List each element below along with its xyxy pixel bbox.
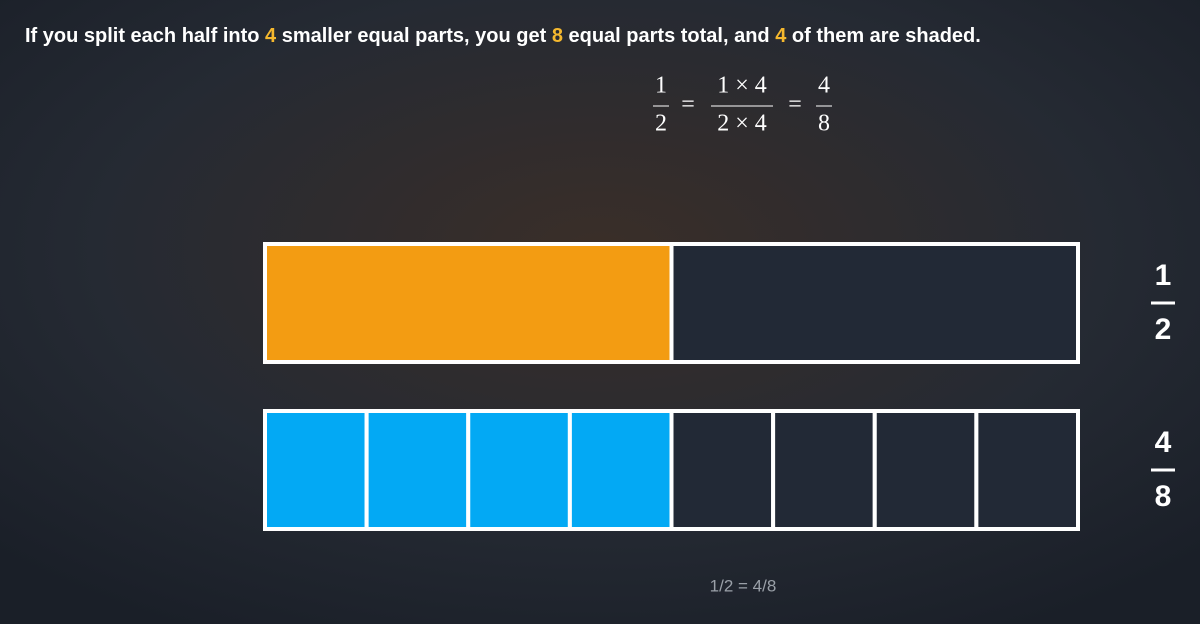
caption: 1/2 = 4/8 xyxy=(710,576,777,595)
instruction: If you split each half into 4 smaller eq… xyxy=(25,25,981,47)
eq-denominator: 2 × 4 xyxy=(717,111,767,137)
unshaded-part xyxy=(974,409,1080,531)
unshaded-part xyxy=(669,409,776,531)
shaded-part xyxy=(263,242,674,364)
eq-numerator: 1 × 4 xyxy=(717,73,767,99)
unshaded-part xyxy=(669,242,1080,364)
fraction-numerator: 1 xyxy=(1155,259,1172,292)
highlight-number: 8 xyxy=(552,25,563,47)
fraction-numerator: 4 xyxy=(1155,426,1172,459)
eq-denominator: 2 xyxy=(655,111,667,137)
eq-operator: = xyxy=(681,92,695,118)
fraction-denominator: 8 xyxy=(1155,480,1172,513)
instruction-text: If you split each half into xyxy=(25,25,265,47)
unshaded-part xyxy=(872,409,979,531)
highlight-number: 4 xyxy=(775,25,787,47)
instruction-text: smaller equal parts, you get xyxy=(276,25,552,47)
fraction-denominator: 2 xyxy=(1155,313,1172,346)
eq-numerator: 4 xyxy=(818,73,830,99)
shaded-part xyxy=(263,409,369,531)
highlight-number: 4 xyxy=(265,25,277,47)
shaded-part xyxy=(364,409,471,531)
instruction-text: equal parts total, and xyxy=(563,25,775,47)
unshaded-part xyxy=(771,409,877,531)
eq-operator: = xyxy=(788,92,802,118)
eq-denominator: 8 xyxy=(818,111,830,137)
instruction-text: of them are shaded. xyxy=(786,25,981,47)
eq-numerator: 1 xyxy=(655,73,667,99)
shaded-part xyxy=(567,409,674,531)
shaded-part xyxy=(466,409,572,531)
